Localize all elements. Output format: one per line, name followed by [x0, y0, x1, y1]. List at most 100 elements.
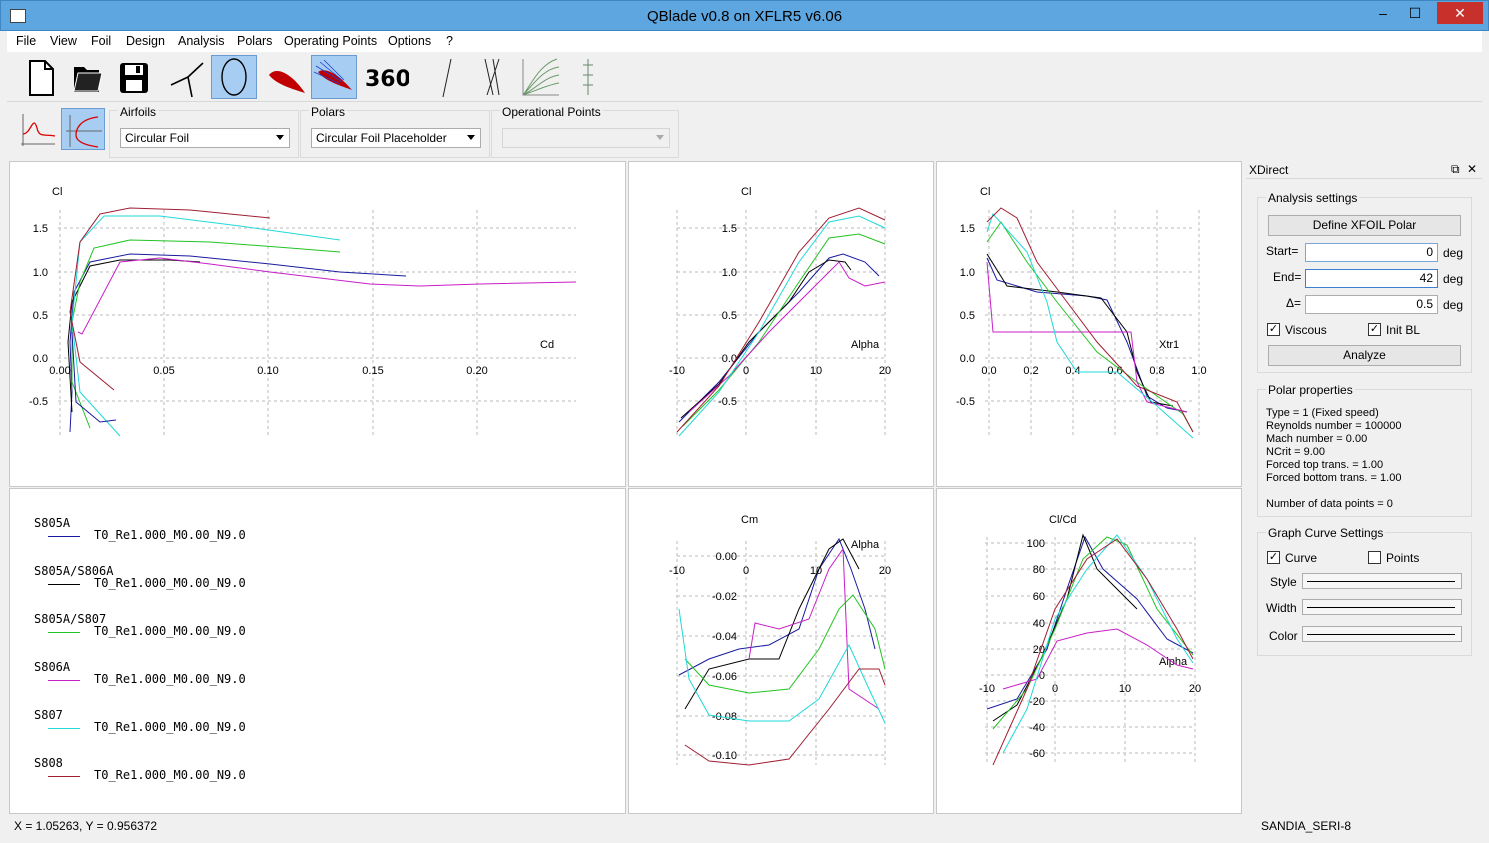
turbine-name: SANDIA_SERI-8	[1261, 819, 1352, 833]
rotor-blade-icon[interactable]	[165, 55, 211, 99]
title-bar: QBlade v0.8 on XFLR5 v6.06 – ☐ ✕	[0, 0, 1489, 31]
g5-xtick: 10	[1119, 683, 1131, 695]
define-polar-button[interactable]: Define XFOIL Polar	[1268, 215, 1461, 236]
menu-help[interactable]: ?	[446, 34, 453, 48]
style-preview	[1307, 581, 1455, 582]
init-bl-checkbox[interactable]: ✓	[1368, 323, 1381, 336]
points-checkbox[interactable]	[1368, 551, 1381, 564]
save-icon[interactable]	[111, 55, 157, 99]
g3-xtick: 0.8	[1149, 365, 1164, 377]
prop-bottom-trans: Forced bottom trans. = 1.00	[1266, 472, 1402, 484]
graph-cm-alpha[interactable]: Cm Alpha 0.00 -0.02 -0.04 -0.06 -0.08 -0…	[628, 488, 934, 814]
g1-xtick: 0.20	[466, 365, 487, 377]
menu-view[interactable]: View	[50, 34, 77, 48]
graph-cl-alpha[interactable]: Cl Alpha 1.5 1.0 0.5 0.0 -0.5 -10 0 10 2…	[628, 161, 934, 487]
prop-spacer	[1266, 485, 1401, 498]
graph-clcd-alpha[interactable]: Cl/Cd Alpha 100 80 60 40 20 0 -20 -40 -6…	[936, 488, 1242, 814]
g3-xtick: 0.0	[981, 365, 996, 377]
graph-cl-cd[interactable]: Cl Cd 1.5 1.0 0.5 0.0 -0.5 0.00 0.05 0.1…	[9, 161, 626, 487]
graph-cl-xtr[interactable]: Cl Xtr1 1.5 1.0 0.5 0.0 -0.5 0.0 0.2 0.4…	[936, 161, 1242, 487]
chevron-down-icon	[656, 135, 664, 140]
style-button[interactable]	[1302, 573, 1462, 589]
menu-design[interactable]: Design	[126, 34, 165, 48]
g2-y-title: Cl	[741, 186, 751, 198]
graph-cl-xtr-plot: Cl Xtr1 1.5 1.0 0.5 0.0 -0.5 0.0 0.2 0.4…	[956, 186, 1207, 439]
g5-ytick: 40	[1033, 618, 1045, 630]
menu-analysis[interactable]: Analysis	[178, 34, 225, 48]
g5-ytick: -60	[1029, 748, 1045, 760]
legend-polar-name: T0_Re1.000_M0.00_N9.0	[94, 768, 246, 782]
minimize-button[interactable]: –	[1379, 5, 1387, 21]
g2-xtick: 20	[879, 365, 891, 377]
legend-swatch	[48, 680, 80, 681]
polar-select[interactable]: Circular Foil Placeholder	[311, 128, 481, 148]
start-field[interactable]: 0	[1305, 243, 1438, 262]
legend-polar-name: T0_Re1.000_M0.00_N9.0	[94, 528, 246, 542]
delta-field[interactable]: 0.5	[1305, 295, 1438, 314]
airfoil-select[interactable]: Circular Foil	[120, 128, 290, 148]
selector-bar: Airfoils Circular Foil Polars Circular F…	[7, 102, 1482, 158]
legend-foil-name: S805A	[34, 516, 71, 530]
airfoil-design-icon[interactable]	[211, 55, 257, 99]
legend-foil-name: S805A/S806A	[34, 564, 114, 578]
open-folder-icon[interactable]	[64, 55, 110, 99]
xdirect-title-bar: XDirect ⧉ ✕	[1246, 160, 1482, 179]
viscous-checkbox[interactable]: ✓	[1267, 323, 1280, 336]
legend-panel: S805A T0_Re1.000_M0.00_N9.0 S805A/S806A …	[9, 488, 626, 814]
g4-ytick: -0.06	[712, 671, 737, 683]
points-label: Points	[1386, 551, 1420, 565]
multi-line-icon[interactable]	[469, 55, 515, 99]
g3-ytick: 0.5	[960, 310, 975, 322]
turbine-sim-icon[interactable]	[565, 55, 611, 99]
float-icon[interactable]: ⧉	[1451, 162, 1460, 176]
xfoil-direct-icon[interactable]	[311, 55, 357, 99]
menu-file[interactable]: File	[16, 34, 37, 48]
oppoint-select[interactable]	[502, 128, 670, 148]
new-file-icon[interactable]	[18, 55, 64, 99]
prop-mach: Mach number = 0.00	[1266, 433, 1368, 445]
g5-xtick: 20	[1189, 683, 1201, 695]
curve-checkbox[interactable]: ✓	[1267, 551, 1280, 564]
g1-xtick: 0.10	[257, 365, 278, 377]
maximize-button[interactable]: ☐	[1408, 5, 1422, 21]
init-bl-label: Init BL	[1386, 323, 1421, 337]
legend-foil-name: S805A/S807	[34, 612, 107, 626]
width-button[interactable]	[1302, 599, 1462, 615]
main-toolbar: 360°	[7, 52, 1482, 102]
legend-foil-name: S808	[34, 756, 63, 770]
menu-polars[interactable]: Polars	[237, 34, 273, 48]
close-icon[interactable]: ✕	[1467, 162, 1478, 176]
foil-shape-icon[interactable]	[263, 55, 309, 99]
polar-view-icon[interactable]	[61, 108, 105, 150]
graph-clcd-alpha-plot: Cl/Cd Alpha 100 80 60 40 20 0 -20 -40 -6…	[979, 514, 1201, 766]
g1-ytick: 1.0	[33, 267, 48, 279]
legend-swatch	[48, 728, 80, 729]
prop-reynolds: Reynolds number = 100000	[1266, 420, 1402, 432]
chevron-down-icon	[276, 135, 284, 140]
menu-operating-points[interactable]: Operating Points	[284, 34, 378, 48]
polar-360-icon[interactable]: 360°	[363, 55, 422, 99]
analyze-button[interactable]: Analyze	[1268, 345, 1461, 366]
g4-ytick: 0.00	[716, 551, 737, 563]
end-field[interactable]: 42	[1305, 269, 1438, 288]
single-line-icon[interactable]	[423, 55, 469, 99]
g2-ytick: 1.0	[722, 267, 737, 279]
xdirect-dock: XDirect ⧉ ✕ Analysis settings Define XFO…	[1246, 160, 1482, 816]
opp-view-icon[interactable]	[15, 108, 59, 150]
g5-ytick: -20	[1029, 696, 1045, 708]
polar-fan-icon[interactable]	[517, 55, 563, 99]
legend-swatch	[48, 584, 80, 585]
graph-cl-alpha-plot: Cl Alpha 1.5 1.0 0.5 0.0 -0.5 -10 0 10 2…	[669, 186, 891, 437]
g5-ytick: 60	[1033, 591, 1045, 603]
g5-ytick: 100	[1027, 538, 1045, 550]
g3-xtick: 1.0	[1191, 365, 1206, 377]
menu-options[interactable]: Options	[388, 34, 432, 48]
menu-foil[interactable]: Foil	[91, 34, 112, 48]
g4-xtick: 0	[743, 565, 749, 577]
close-button[interactable]: ✕	[1437, 2, 1483, 24]
color-button[interactable]	[1302, 626, 1462, 642]
g5-xtick: 0	[1052, 683, 1058, 695]
curve-label: Curve	[1285, 551, 1318, 565]
g1-xtick: 0.05	[153, 365, 174, 377]
viscous-label: Viscous	[1285, 323, 1327, 337]
